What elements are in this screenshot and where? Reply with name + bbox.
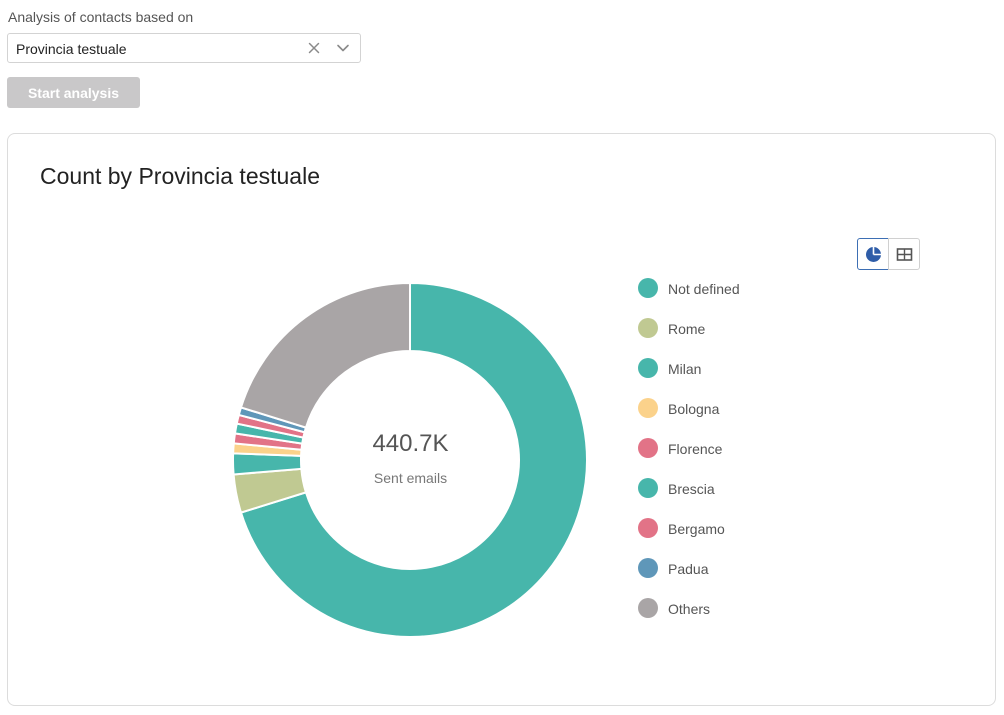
legend-item-bologna[interactable]: Bologna: [638, 398, 858, 420]
legend-item-florence[interactable]: Florence: [638, 438, 858, 460]
center-total-label: Sent emails: [373, 470, 448, 486]
legend-swatch: [638, 278, 658, 298]
card-title: Count by Provincia testuale: [40, 163, 320, 189]
legend-label: Padua: [668, 561, 709, 577]
legend-label: Bergamo: [668, 521, 725, 537]
legend-item-milan[interactable]: Milan: [638, 358, 858, 380]
analysis-field-select[interactable]: Provincia testuale: [7, 33, 361, 63]
selected-field-value: Provincia testuale: [16, 41, 127, 57]
donut-chart: [232, 281, 588, 638]
legend-swatch: [638, 358, 658, 378]
clear-icon[interactable]: [306, 40, 322, 56]
legend-swatch: [638, 478, 658, 498]
legend-item-padua[interactable]: Padua: [638, 558, 858, 580]
analysis-card: Count by Provincia testuale 440.7K Sent …: [7, 133, 996, 706]
donut-slice-not-defined[interactable]: [239, 281, 588, 638]
start-analysis-button[interactable]: Start analysis: [7, 77, 140, 108]
legend-item-others[interactable]: Others: [638, 598, 858, 620]
legend-label: Not defined: [668, 281, 740, 297]
chevron-down-icon[interactable]: [335, 40, 351, 56]
legend-swatch: [638, 318, 658, 338]
legend-item-not-defined[interactable]: Not defined: [638, 278, 858, 300]
legend-swatch: [638, 518, 658, 538]
table-view-button[interactable]: [888, 238, 920, 270]
center-total-value: 440.7K: [372, 430, 449, 457]
donut-slice-others[interactable]: [239, 281, 411, 429]
legend-label: Brescia: [668, 481, 715, 497]
view-toggle: [857, 238, 921, 270]
legend-label: Milan: [668, 361, 702, 377]
legend-swatch: [638, 398, 658, 418]
legend-item-rome[interactable]: Rome: [638, 318, 858, 340]
pie-view-button[interactable]: [857, 238, 889, 270]
legend-label: Rome: [668, 321, 706, 337]
legend-swatch: [638, 598, 658, 618]
legend-label: Florence: [668, 441, 723, 457]
legend-item-brescia[interactable]: Brescia: [638, 478, 858, 500]
analysis-field-label: Analysis of contacts based on: [8, 9, 194, 25]
legend-label: Bologna: [668, 401, 720, 417]
legend-item-bergamo[interactable]: Bergamo: [638, 518, 858, 540]
legend-label: Others: [668, 601, 711, 617]
legend-swatch: [638, 438, 658, 458]
legend-swatch: [638, 558, 658, 578]
